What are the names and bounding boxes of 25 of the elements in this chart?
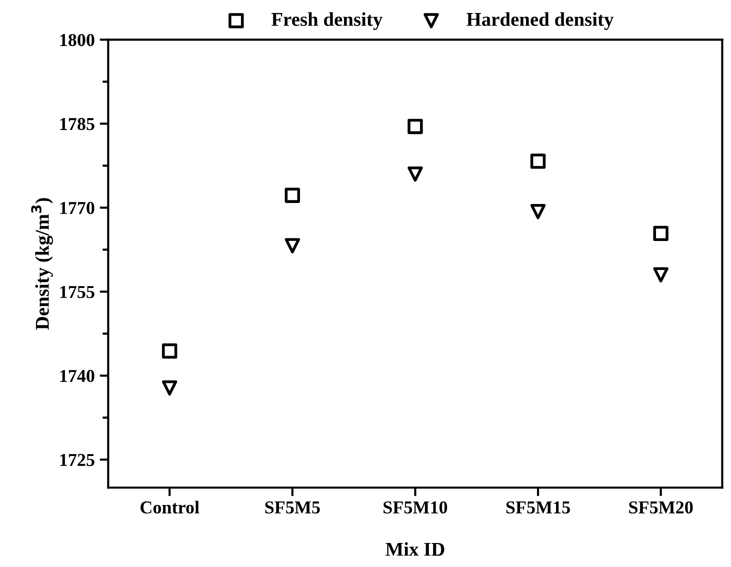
y-tick-label: 1725 <box>60 454 94 466</box>
x-tick-label: Control <box>140 500 200 514</box>
y-tick-label: 1785 <box>60 118 94 130</box>
y-tick-label: 1755 <box>60 286 94 298</box>
legend-label: Fresh density <box>271 12 382 30</box>
x-axis-title: Mix ID <box>386 542 444 556</box>
y-tick-label: 1770 <box>60 202 94 214</box>
point <box>408 118 423 134</box>
point <box>284 188 300 203</box>
point <box>653 267 668 282</box>
y-axis-title: Density (kg/m$^{3}$) <box>31 198 53 330</box>
legend-label: Hardened density <box>466 12 614 30</box>
point <box>408 166 423 182</box>
point <box>284 238 300 254</box>
point <box>530 154 546 169</box>
point <box>530 204 546 220</box>
x-tick-label: SF5M10 <box>384 501 448 514</box>
point <box>162 343 178 359</box>
point <box>653 226 668 242</box>
x-tick-label: SF5M5 <box>265 501 320 514</box>
y-tick-label: 1740 <box>60 370 94 382</box>
point <box>162 380 178 396</box>
x-tick-label: SF5M15 <box>506 501 570 514</box>
x-tick-label: SF5M20 <box>629 501 693 514</box>
y-tick-label: 1800 <box>60 34 94 46</box>
